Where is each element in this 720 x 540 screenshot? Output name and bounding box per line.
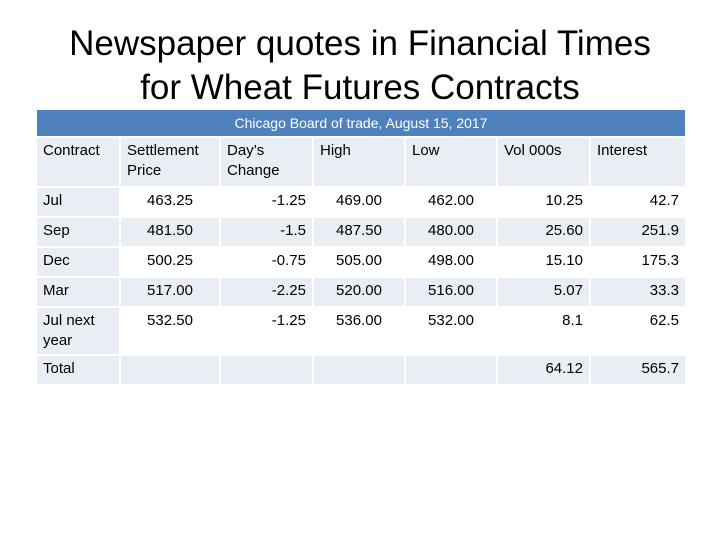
table-cell: 10.25 — [498, 188, 589, 216]
table-cell: 532.00 — [406, 308, 496, 354]
table-cell: 33.3 — [591, 278, 685, 306]
table-cell: -1.25 — [221, 188, 312, 216]
table-cell: 463.25 — [121, 188, 219, 216]
title-line: Newspaper quotes in Financial Times — [69, 24, 651, 63]
table-cell — [221, 356, 312, 384]
header-cell: Vol 000s — [498, 138, 589, 186]
table-cell — [314, 356, 404, 384]
header-cell: High — [314, 138, 404, 186]
table-caption: Chicago Board of trade, August 15, 2017 — [37, 110, 685, 136]
table-cell: 505.00 — [314, 248, 404, 276]
header-cell: Day’s Change — [221, 138, 312, 186]
table-cell: 15.10 — [498, 248, 589, 276]
table-cell: -2.25 — [221, 278, 312, 306]
table-cell: 25.60 — [498, 218, 589, 246]
table-cell: -0.75 — [221, 248, 312, 276]
table-cell: 498.00 — [406, 248, 496, 276]
row-label: Mar — [37, 278, 119, 306]
table-cell: -1.25 — [221, 308, 312, 354]
table-row: Sep 481.50 -1.5 487.50 480.00 25.60 251.9 — [37, 218, 685, 246]
table-row: Jul next year 532.50 -1.25 536.00 532.00 8.1 6… — [37, 308, 685, 354]
header-row: Contract Settlement Price Day’s Change High… — [37, 138, 685, 186]
table-cell: 64.12 — [498, 356, 589, 384]
header-cell: Contract — [37, 138, 119, 186]
table-cell: 487.50 — [314, 218, 404, 246]
row-label: Total — [37, 356, 119, 384]
table-cell: 500.25 — [121, 248, 219, 276]
table-cell: 532.50 — [121, 308, 219, 354]
table-cell: 565.7 — [591, 356, 685, 384]
table-cell — [121, 356, 219, 384]
table-cell: 8.1 — [498, 308, 589, 354]
table-cell: 42.7 — [591, 188, 685, 216]
row-label: Sep — [37, 218, 119, 246]
table-cell: 481.50 — [121, 218, 219, 246]
table-cell: 480.00 — [406, 218, 496, 246]
table-cell: 175.3 — [591, 248, 685, 276]
table-cell: 62.5 — [591, 308, 685, 354]
table-cell: 520.00 — [314, 278, 404, 306]
table-cell: 5.07 — [498, 278, 589, 306]
table-row: Total 64.12 565.7 — [37, 356, 685, 384]
table-row: Mar 517.00 -2.25 520.00 516.00 5.07 33.3 — [37, 278, 685, 306]
title-line: for Wheat Futures Contracts — [140, 68, 580, 107]
header-cell: Settlement Price — [121, 138, 219, 186]
row-label: Jul — [37, 188, 119, 216]
slide-title: Newspaper quotes in Financial Times for … — [0, 22, 720, 110]
table-cell: 462.00 — [406, 188, 496, 216]
table-row: Jul 463.25 -1.25 469.00 462.00 10.25 42.7 — [37, 188, 685, 216]
table-cell — [406, 356, 496, 384]
table-row: Dec 500.25 -0.75 505.00 498.00 15.10 175.3 — [37, 248, 685, 276]
row-label: Dec — [37, 248, 119, 276]
table-cell: 469.00 — [314, 188, 404, 216]
table-cell: 516.00 — [406, 278, 496, 306]
row-label: Jul next year — [37, 308, 119, 354]
header-cell: Interest — [591, 138, 685, 186]
header-cell: Low — [406, 138, 496, 186]
table-cell: 517.00 — [121, 278, 219, 306]
table-cell: -1.5 — [221, 218, 312, 246]
table-cell: 536.00 — [314, 308, 404, 354]
table-cell: 251.9 — [591, 218, 685, 246]
futures-table: Chicago Board of trade, August 15, 2017 … — [35, 110, 687, 386]
